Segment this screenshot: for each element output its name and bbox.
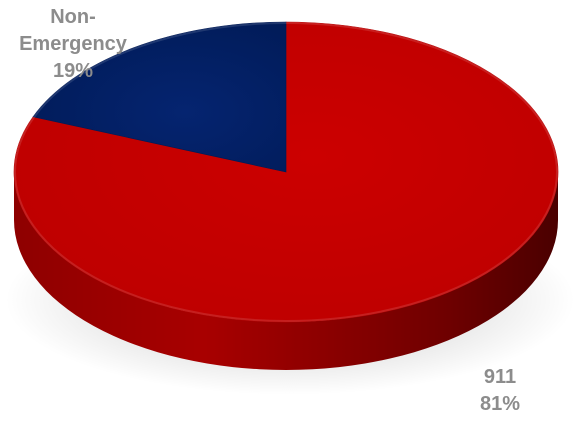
pie-side-911 bbox=[14, 172, 558, 370]
slice-percent-label: 81% bbox=[479, 393, 521, 415]
data-label-911: 911 81% bbox=[455, 364, 545, 418]
pie-rim-highlight bbox=[14, 22, 558, 322]
pie-sides bbox=[14, 172, 558, 370]
slice-label-line-1: Non- bbox=[50, 6, 96, 28]
data-label-non-emergency: Non- Emergency 19% bbox=[8, 4, 138, 85]
slice-label: 911 bbox=[483, 366, 517, 388]
pie-slices bbox=[13, 21, 559, 323]
slice-label-line-2: Emergency bbox=[19, 33, 127, 55]
slice-percent-label: 19% bbox=[52, 60, 94, 82]
pie-slice-non-emergency bbox=[32, 21, 287, 173]
